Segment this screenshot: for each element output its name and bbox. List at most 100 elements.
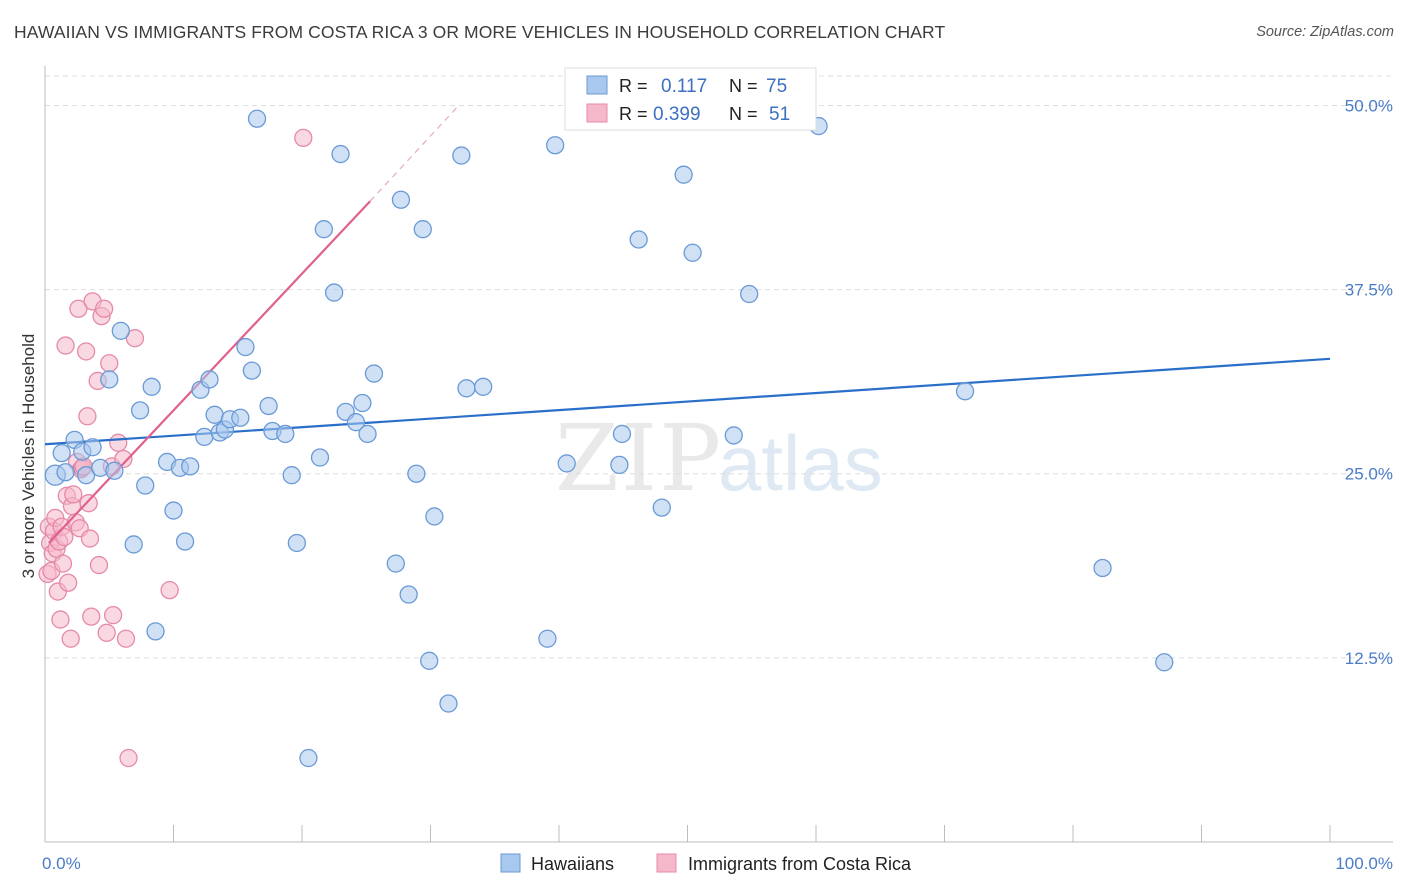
hawaiian-point-55 xyxy=(452,146,471,165)
stats-legend: R = 0.117 N = 75 R = 0.399 N = 51 xyxy=(564,67,817,131)
hawaiian-point-15 xyxy=(146,622,165,641)
hawaiian-point-49 xyxy=(399,585,418,604)
costa-rica-point-34 xyxy=(89,555,109,575)
hawaiian-point-37 xyxy=(299,748,318,768)
stats-n-label-blue: N = xyxy=(729,76,758,96)
costa-rica-point-17 xyxy=(61,629,80,648)
hawaiian-point-6 xyxy=(83,438,102,457)
watermark-atlas: atlas xyxy=(718,419,883,507)
hawaiian-point-66 xyxy=(683,243,702,262)
y-tick-label-2: 37.5% xyxy=(1345,281,1393,300)
costa-rica-trend-extension xyxy=(369,105,460,202)
hawaiian-point-70 xyxy=(955,382,975,401)
costa-rica-point-28 xyxy=(78,407,97,426)
hawaiian-point-71 xyxy=(1093,558,1112,578)
hawaiian-point-39 xyxy=(314,220,333,239)
hawaiian-point-43 xyxy=(346,413,366,432)
chart-title: HAWAIIAN VS IMMIGRANTS FROM COSTA RICA 3… xyxy=(14,22,946,42)
hawaiian-point-41 xyxy=(331,144,350,164)
costa-rica-point-43 xyxy=(116,629,136,648)
costa-rica-point-38 xyxy=(100,354,119,373)
y-tick-label-1: 25.0% xyxy=(1345,465,1393,484)
hawaiian-point-48 xyxy=(391,190,411,209)
costa-rica-point-27 xyxy=(76,342,96,361)
hawaiian-point-17 xyxy=(164,501,183,520)
hawaiian-point-62 xyxy=(612,424,632,444)
hawaiian-point-22 xyxy=(195,427,214,447)
stats-r-value-blue: 0.117 xyxy=(661,76,707,97)
hawaiian-point-29 xyxy=(236,337,255,357)
hawaiian-point-40 xyxy=(324,283,344,302)
costa-rica-point-45 xyxy=(119,748,138,768)
y-tick-label-0: 12.5% xyxy=(1345,649,1393,668)
costa-rica-point-29 xyxy=(79,494,98,513)
stats-r-label-pink: R = xyxy=(619,104,648,124)
costa-rica-point-10 xyxy=(51,610,70,629)
hawaiian-point-68 xyxy=(740,284,759,304)
stats-n-label-pink: N = xyxy=(729,104,758,124)
hawaiian-point-8 xyxy=(100,370,119,389)
stats-legend-swatch-pink xyxy=(586,103,608,123)
costa-rica-point-46 xyxy=(160,580,179,600)
axes xyxy=(44,66,1393,843)
hawaiian-point-64 xyxy=(652,498,671,517)
hawaiian-point-36 xyxy=(287,533,307,553)
hawaiian-point-5 xyxy=(76,466,96,485)
y-tick-label-3: 50.0% xyxy=(1345,96,1393,115)
costa-rica-point-31 xyxy=(82,607,101,626)
hawaiian-point-19 xyxy=(175,532,195,551)
hawaiian-point-50 xyxy=(407,464,426,483)
hawaiian-point-52 xyxy=(420,651,439,670)
hawaiian-point-65 xyxy=(674,165,693,184)
costa-rica-point-40 xyxy=(103,605,123,625)
hawaiian-point-28 xyxy=(231,408,250,427)
watermark-zip: ZIP xyxy=(555,405,723,512)
x-tick-label-min: 0.0% xyxy=(42,854,81,873)
chart-source: Source: ZipAtlas.com xyxy=(1256,24,1394,40)
hawaiian-point-23 xyxy=(200,370,219,389)
stats-r-label-blue: R = xyxy=(619,76,648,96)
hawaiian-point-24 xyxy=(205,405,224,424)
hawaiian-point-47 xyxy=(386,554,405,573)
costa-rica-point-14 xyxy=(56,336,75,355)
hawaiian-point-67 xyxy=(724,426,743,445)
hawaiian-point-38 xyxy=(310,448,330,467)
stats-legend-swatch-blue xyxy=(586,75,608,95)
hawaiian-point-53 xyxy=(425,507,444,526)
hawaiian-point-32 xyxy=(259,396,278,416)
hawaiian-point-13 xyxy=(136,476,155,495)
hawaiian-point-58 xyxy=(538,629,557,648)
hawaiian-point-56 xyxy=(457,379,476,398)
costa-rica-point-22 xyxy=(69,299,88,318)
costa-rica-point-16 xyxy=(58,573,78,592)
legend-swatch-hawaiians xyxy=(500,853,521,873)
stats-n-value-pink: 51 xyxy=(769,104,790,125)
hawaiian-point-1 xyxy=(52,443,71,463)
hawaiian-point-63 xyxy=(629,230,648,249)
hawaiian-point-59 xyxy=(545,136,565,155)
hawaiian-point-61 xyxy=(610,455,629,475)
hawaiian-point-46 xyxy=(364,364,384,383)
costa-rica-point-44 xyxy=(125,329,145,348)
legend-label-hawaiians: Hawaiians xyxy=(531,854,614,874)
watermark: ZIP atlas xyxy=(555,405,883,512)
hawaiian-point-31 xyxy=(247,109,267,128)
costa-rica-point-36 xyxy=(94,299,114,318)
hawaiian-point-14 xyxy=(142,377,161,396)
hawaiian-point-2 xyxy=(56,463,75,482)
hawaiian-point-54 xyxy=(439,694,458,713)
legend-label-costa-rica: Immigrants from Costa Rica xyxy=(688,854,912,874)
costa-rica-point-37 xyxy=(97,623,116,642)
hawaiians-points xyxy=(44,109,1174,768)
hawaiian-point-11 xyxy=(124,535,143,554)
y-axis-label: 3 or more Vehicles in Household xyxy=(19,334,38,579)
x-tick-label-max: 100.0% xyxy=(1335,854,1393,873)
hawaiian-point-44 xyxy=(353,393,372,413)
hawaiian-point-60 xyxy=(557,454,576,473)
costa-rica-point-30 xyxy=(80,529,100,548)
hawaiian-point-30 xyxy=(242,361,262,380)
hawaiian-point-45 xyxy=(358,424,377,444)
hawaiian-point-34 xyxy=(276,424,295,444)
costa-rica-point-41 xyxy=(109,433,128,452)
